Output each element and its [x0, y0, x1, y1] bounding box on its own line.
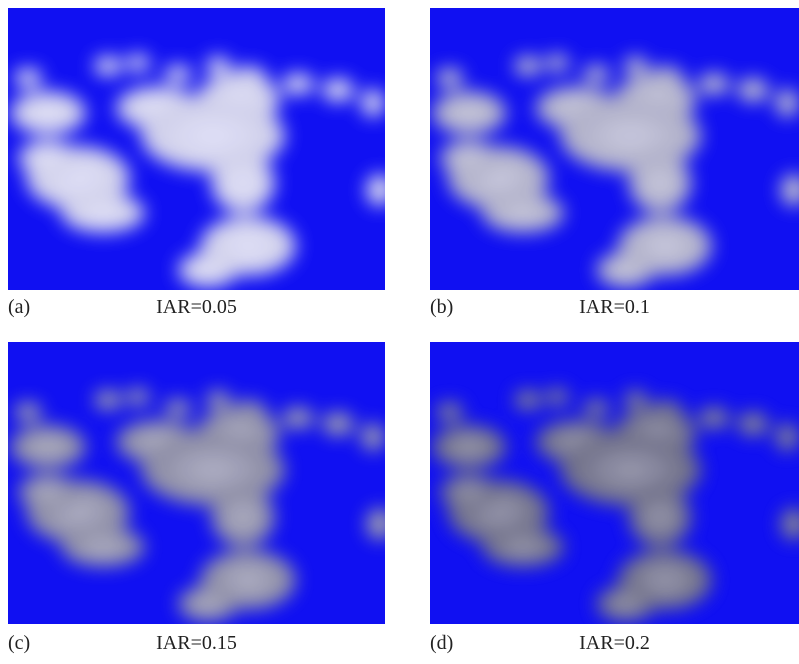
cloud: [440, 474, 499, 510]
cloud: [164, 399, 192, 417]
cloud: [737, 78, 768, 102]
cloud: [624, 390, 647, 410]
cloud: [322, 412, 354, 436]
cloud: [737, 412, 768, 436]
cloud: [514, 56, 541, 76]
cloud: [10, 91, 86, 135]
cloud: [61, 193, 145, 233]
cloud: [583, 65, 610, 83]
cloud: [596, 586, 655, 622]
cloud: [14, 68, 42, 88]
cloud-image: [430, 342, 799, 624]
panel: [8, 8, 385, 290]
cloud: [514, 390, 541, 410]
cloud: [482, 527, 564, 567]
cloud: [126, 54, 150, 72]
panel-caption: IAR=0.1: [430, 296, 799, 319]
cloud: [282, 407, 314, 429]
cloud: [482, 193, 564, 233]
cloud: [126, 388, 150, 406]
cloud: [776, 89, 799, 117]
cloud: [596, 252, 655, 288]
cloud: [206, 390, 230, 410]
cloud: [698, 73, 729, 95]
cloud: [211, 487, 275, 547]
cloud: [322, 78, 354, 102]
panel-caption: IAR=0.15: [8, 632, 385, 655]
cloud: [94, 390, 122, 410]
cloud: [178, 586, 238, 622]
cloud-image: [8, 342, 385, 624]
cloud: [361, 423, 385, 451]
cloud: [583, 399, 610, 417]
cloud: [432, 425, 506, 469]
panel: [430, 8, 799, 290]
cloud: [178, 252, 238, 288]
cloud: [282, 73, 314, 95]
cloud: [436, 68, 463, 88]
figure: (a) IAR=0.05 (b) IAR=0.1 (c) IAR=0.15 (d…: [0, 0, 799, 664]
cloud: [61, 527, 145, 567]
cloud: [776, 423, 799, 451]
cloud: [624, 56, 647, 76]
cloud: [545, 54, 568, 72]
cloud: [14, 402, 42, 422]
cloud: [436, 402, 463, 422]
cloud: [206, 56, 230, 76]
cloud: [10, 425, 86, 469]
cloud: [361, 89, 385, 117]
cloud: [432, 91, 506, 135]
cloud: [440, 140, 499, 176]
cloud: [211, 153, 275, 213]
cloud: [545, 388, 568, 406]
cloud-image: [430, 8, 799, 290]
panel-caption: IAR=0.2: [430, 632, 799, 655]
cloud: [18, 140, 78, 176]
panel: [430, 342, 799, 624]
panel: [8, 342, 385, 624]
cloud: [629, 487, 692, 547]
cloud: [629, 153, 692, 213]
cloud: [18, 474, 78, 510]
cloud: [94, 56, 122, 76]
cloud: [164, 65, 192, 83]
cloud-image: [8, 8, 385, 290]
panel-caption: IAR=0.05: [8, 296, 385, 319]
cloud: [698, 407, 729, 429]
